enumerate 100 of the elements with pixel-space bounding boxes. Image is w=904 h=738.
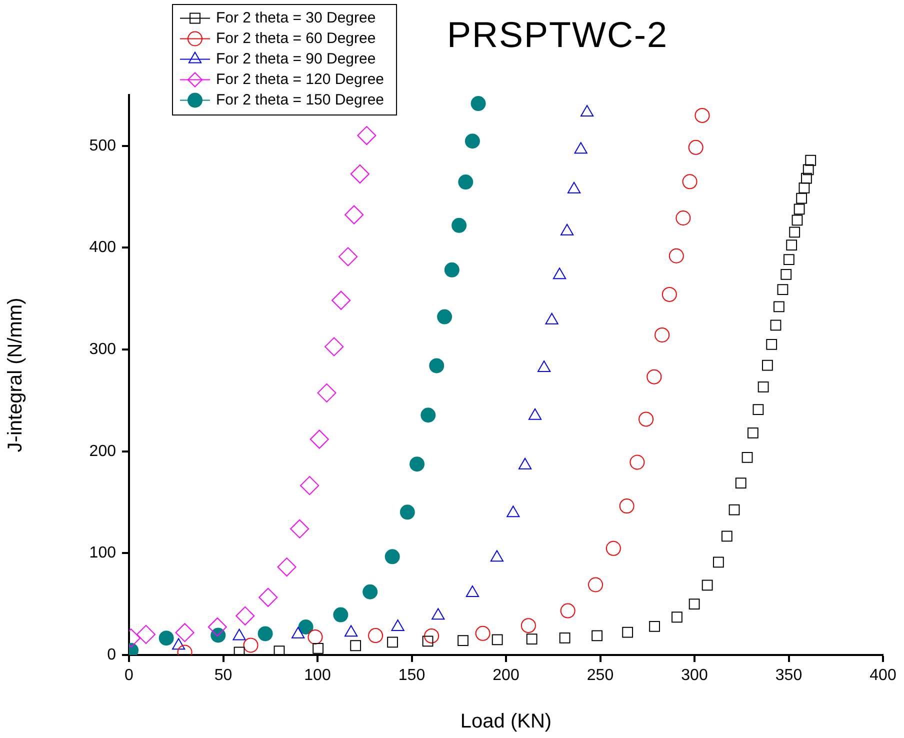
x-tick-label: 100	[304, 667, 331, 684]
y-tick-label: 0	[107, 646, 116, 664]
point	[208, 618, 227, 636]
point	[798, 182, 810, 194]
x-tick-label: 400	[870, 667, 896, 684]
point	[801, 172, 812, 184]
point	[783, 254, 794, 265]
x-tick-label: 250	[586, 667, 614, 684]
y-tick-label: 500	[89, 137, 116, 154]
point	[424, 628, 440, 644]
point	[560, 603, 576, 618]
point	[794, 204, 805, 215]
legend-label: For 2 theta = 30 Degree	[216, 9, 376, 26]
point	[805, 154, 816, 166]
point	[470, 96, 486, 112]
point	[766, 339, 778, 350]
point	[580, 105, 594, 117]
point	[400, 504, 415, 520]
point	[676, 210, 691, 226]
point	[789, 226, 800, 238]
point	[688, 598, 700, 610]
point	[274, 646, 285, 655]
legend-label: For 2 theta = 120 Degree	[216, 70, 384, 88]
legend-label: For 2 theta = 150 Degree	[216, 91, 384, 108]
y-axis-title: J-integral (N/mm)	[4, 298, 27, 452]
point	[420, 408, 436, 423]
chart-title: PRSPTWC-2	[447, 14, 668, 56]
point	[452, 218, 467, 233]
x-tick-label: 200	[492, 667, 520, 684]
point	[780, 268, 792, 280]
point	[298, 620, 314, 634]
point	[243, 638, 258, 653]
point	[688, 140, 704, 155]
point	[387, 636, 398, 648]
x-axis-title: Load (KN)	[460, 710, 552, 733]
point	[694, 108, 710, 123]
point	[344, 205, 364, 224]
point	[742, 452, 753, 463]
y-tick-label: 300	[89, 340, 116, 358]
point	[735, 478, 746, 488]
point	[290, 519, 310, 538]
point	[774, 301, 784, 312]
point	[592, 630, 602, 642]
point	[332, 290, 351, 310]
point	[682, 174, 698, 190]
x-tick-label: 150	[398, 667, 426, 684]
point	[236, 606, 255, 626]
point	[333, 607, 348, 622]
point	[464, 134, 480, 149]
point	[492, 634, 503, 646]
point	[310, 430, 329, 449]
point	[622, 626, 634, 638]
point	[786, 240, 798, 251]
point	[475, 626, 490, 641]
point	[437, 309, 452, 324]
x-tick-label: 350	[775, 667, 802, 684]
point	[606, 540, 621, 556]
point	[702, 580, 713, 591]
point	[777, 284, 788, 296]
point	[630, 454, 645, 470]
point	[802, 164, 814, 176]
point	[654, 327, 670, 342]
point	[747, 427, 758, 438]
point	[338, 247, 358, 266]
point	[752, 404, 764, 415]
y-tick-label: 100	[89, 544, 116, 562]
point	[712, 556, 724, 568]
x-tick-label: 50	[214, 667, 232, 684]
point	[758, 381, 769, 392]
point	[444, 262, 460, 278]
point	[458, 635, 468, 646]
legend-label: For 2 theta = 90 Degree	[216, 50, 376, 68]
point	[277, 558, 296, 577]
x-tick-label: 300	[681, 667, 708, 684]
point	[638, 412, 654, 427]
point	[136, 624, 156, 644]
point	[350, 164, 370, 184]
point	[317, 383, 336, 402]
point	[368, 628, 384, 644]
point	[649, 620, 660, 632]
point	[458, 174, 474, 190]
point	[728, 504, 740, 516]
point	[312, 643, 324, 654]
point	[526, 634, 538, 644]
x-tick-label: 0	[124, 667, 134, 684]
y-tick-label: 400	[89, 239, 116, 256]
point	[324, 337, 344, 356]
point	[646, 369, 662, 384]
point	[672, 612, 682, 623]
point	[770, 320, 782, 331]
point	[300, 476, 320, 496]
point	[410, 456, 425, 472]
point	[619, 498, 634, 514]
point	[362, 584, 378, 600]
legend-label: For 2 theta = 60 Degree	[216, 30, 376, 47]
point	[175, 623, 194, 642]
point	[721, 530, 732, 542]
point	[792, 214, 803, 226]
y-tick-label: 200	[89, 442, 116, 460]
point	[588, 577, 604, 592]
